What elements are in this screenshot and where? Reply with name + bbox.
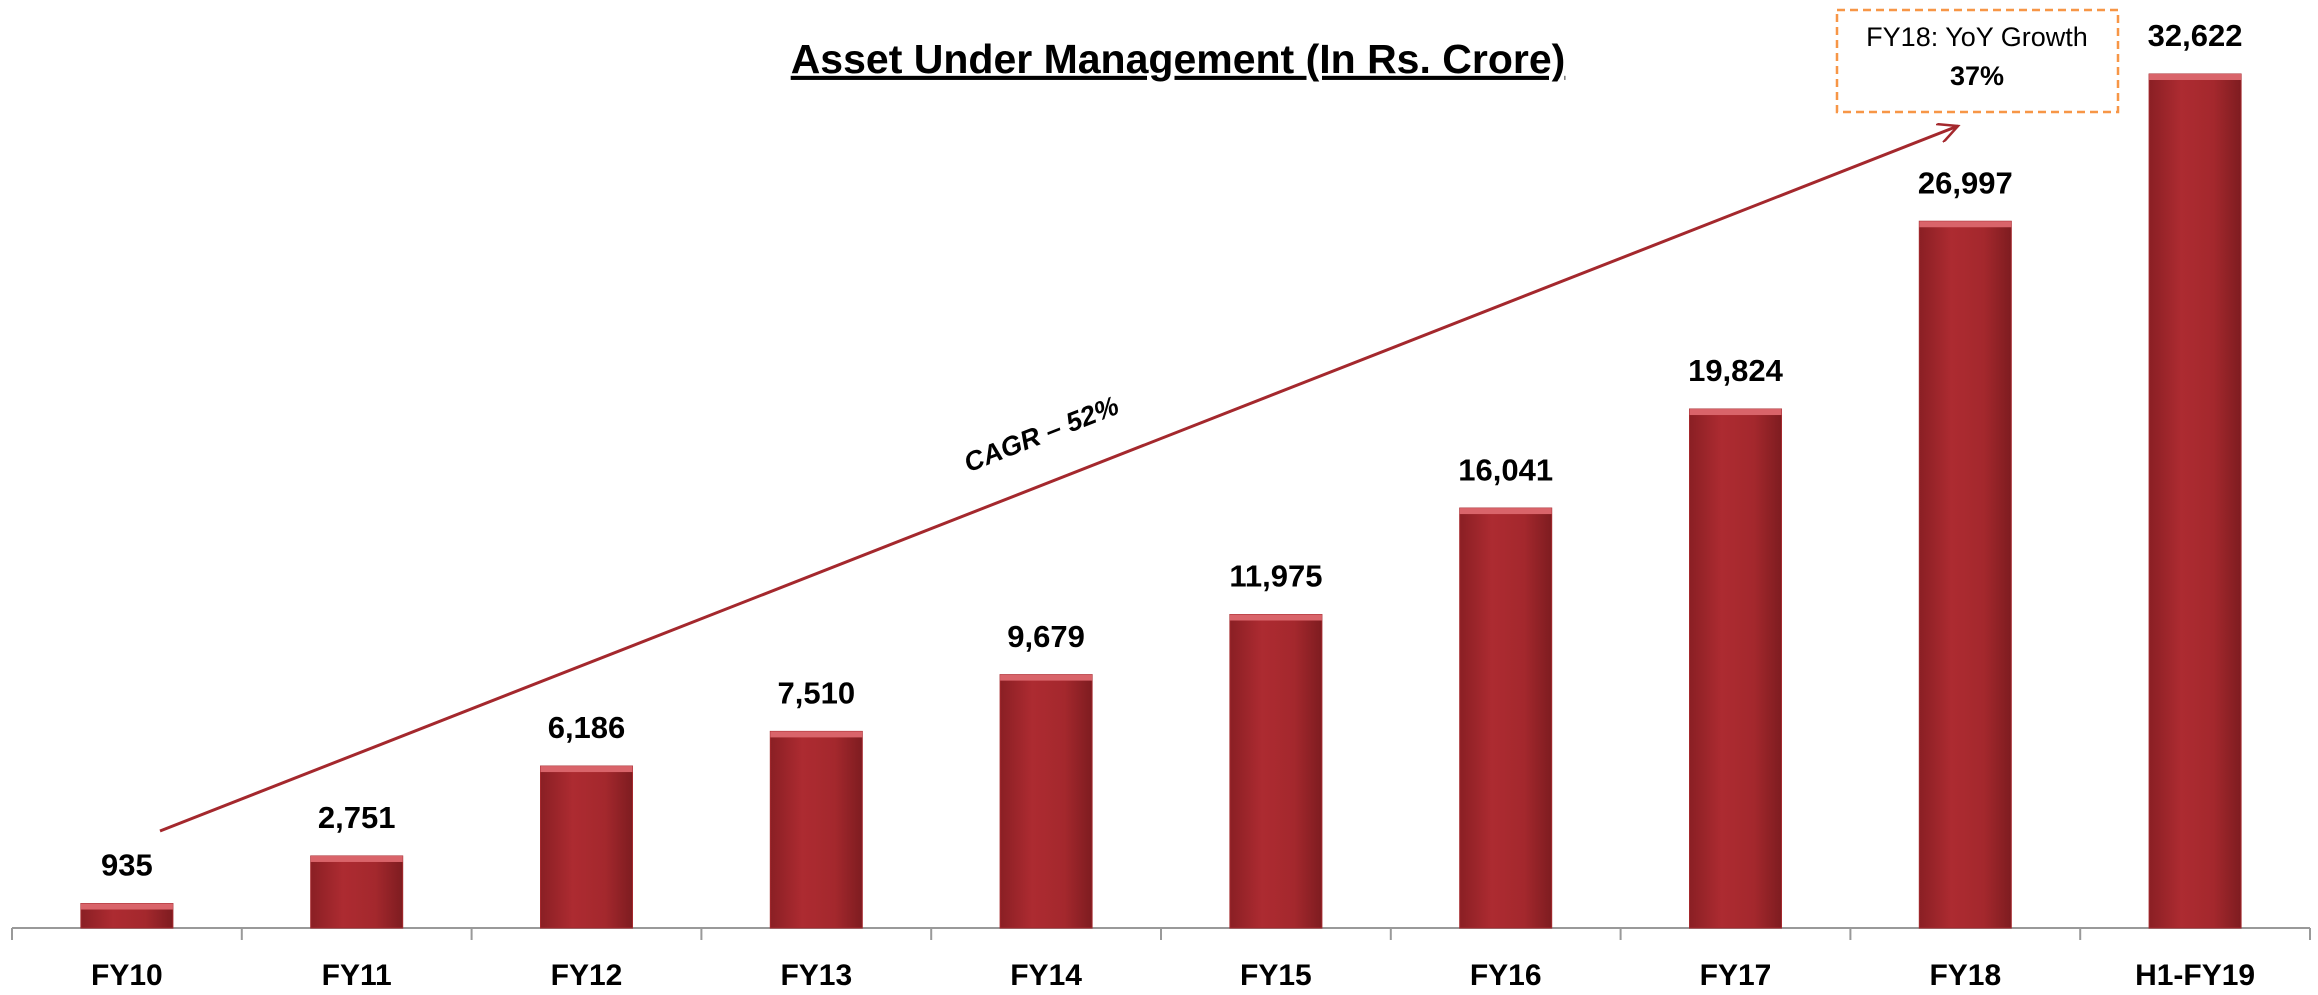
x-tick-label: FY14: [1010, 959, 1082, 992]
bar: [1918, 220, 2012, 929]
bar-cap: [1459, 508, 1552, 515]
cagr-arrow: [159, 126, 1958, 833]
growth-box-title: FY18: YoY Growth: [1866, 22, 2088, 52]
x-tick-label: H1-FY19: [2135, 959, 2255, 992]
bar-cap: [1000, 674, 1093, 681]
value-label: 2,751: [318, 800, 396, 835]
value-label: 7,510: [778, 676, 856, 711]
value-label: 26,997: [1918, 165, 2013, 200]
cagr-label: CAGR – 52%: [960, 390, 1123, 478]
bar: [310, 855, 404, 929]
value-label: 16,041: [1458, 452, 1553, 487]
bar-cap: [770, 731, 863, 738]
chart-title: Asset Under Management (In Rs. Crore): [791, 36, 1566, 82]
bar-cap: [540, 766, 633, 773]
value-label: 9,679: [1007, 619, 1085, 654]
bar: [999, 674, 1093, 929]
value-label: 935: [101, 848, 153, 883]
bar: [1689, 408, 1782, 929]
x-tick-label: FY10: [91, 959, 163, 992]
x-tick-label: FY11: [322, 959, 392, 992]
x-tick-label: FY17: [1700, 959, 1772, 992]
x-tick-label: FY18: [1929, 959, 2001, 992]
bar: [2148, 73, 2242, 929]
bar: [1459, 507, 1553, 929]
growth-box-value: 37%: [1950, 61, 2004, 91]
growth-box: [1835, 8, 2120, 114]
bar: [1229, 614, 1323, 929]
bar: [540, 765, 633, 929]
x-tick-label: FY13: [780, 959, 852, 992]
x-tick-label: FY15: [1240, 959, 1312, 992]
bar-cap: [1919, 221, 2012, 228]
value-label: 6,186: [548, 710, 626, 745]
value-label: 32,622: [2148, 18, 2243, 53]
bar-cap: [1689, 409, 1782, 416]
bar-cap: [310, 855, 403, 862]
x-tick-label: FY16: [1470, 959, 1542, 992]
bar: [769, 730, 863, 929]
bar-cap: [80, 903, 173, 910]
bar-cap: [1229, 614, 1322, 621]
x-tick-label: FY12: [551, 959, 623, 992]
bar-cap: [2149, 74, 2242, 80]
value-label: 19,824: [1688, 353, 1784, 388]
value-label: 11,975: [1229, 559, 1322, 594]
